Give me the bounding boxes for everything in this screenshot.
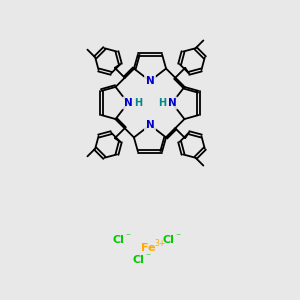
Text: ⁻: ⁻ xyxy=(146,252,151,262)
Text: 3+: 3+ xyxy=(154,239,166,248)
Text: H: H xyxy=(134,98,142,108)
Text: N: N xyxy=(124,98,132,108)
Text: Cl: Cl xyxy=(162,235,174,245)
Text: N: N xyxy=(168,98,176,108)
Text: ⁻: ⁻ xyxy=(125,232,130,242)
Text: Cl: Cl xyxy=(132,255,144,265)
Text: N: N xyxy=(146,120,154,130)
Text: Cl: Cl xyxy=(112,235,124,245)
Text: ⁻: ⁻ xyxy=(176,232,181,242)
Text: Fe: Fe xyxy=(141,243,155,253)
Text: N: N xyxy=(146,76,154,86)
Text: H: H xyxy=(158,98,166,108)
